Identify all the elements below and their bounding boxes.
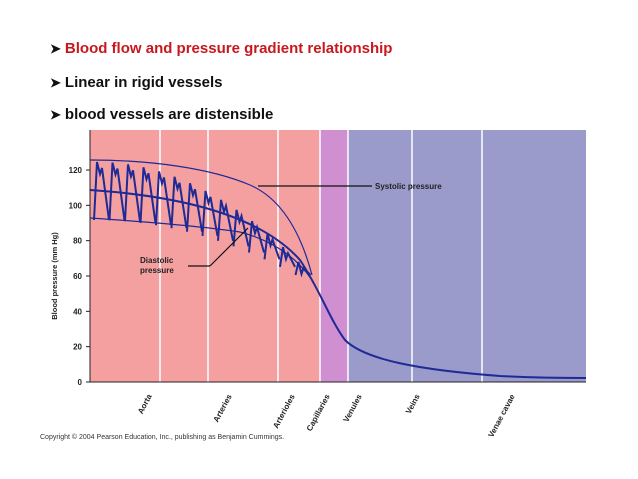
diastolic-label-line1: Diastolic (140, 256, 174, 265)
diastolic-label-line2: pressure (140, 266, 174, 275)
y-tick-label: 120 (69, 166, 83, 175)
category-label: Venae cavae (486, 392, 517, 439)
category-label: Arterioles (271, 392, 297, 430)
bullet-text: blood vessels are distensible (64, 106, 274, 123)
pulse-wave (186, 183, 203, 232)
systolic-envelope (89, 159, 313, 276)
category-label: Venules (342, 392, 364, 423)
y-tick-label: 80 (73, 237, 82, 246)
pulse-wave (93, 161, 110, 221)
pulse-wave (279, 246, 296, 268)
y-tick-label: 0 (78, 378, 83, 387)
pulse-wave (232, 209, 250, 247)
category-label: Veins (404, 392, 422, 415)
pulse-waves (93, 161, 312, 278)
pulse-wave (139, 167, 157, 224)
category-label: Capillaries (305, 392, 332, 432)
bullet-text: Linear in rigid vessels (64, 74, 223, 91)
y-axis-label: Blood pressure (mm Hg) (50, 232, 59, 320)
pulse-wave (217, 199, 234, 242)
axes (86, 130, 586, 383)
bullet-text: Blood flow and pressure gradient relatio… (64, 40, 393, 57)
category-label: Arteries (212, 392, 234, 423)
pulse-wave (248, 220, 265, 253)
mean-pressure-curve (89, 189, 587, 379)
y-tick-label: 20 (73, 343, 82, 352)
copyright-text: Copyright © 2004 Pearson Education, Inc.… (40, 434, 285, 441)
arrow-bullet-icon: ➤ (50, 75, 61, 90)
diastolic-leader-diag (209, 227, 249, 267)
capillary-region (320, 130, 348, 382)
bullet-distensible: ➤ blood vessels are distensible (50, 106, 273, 123)
y-tick-label: 40 (73, 307, 82, 316)
arrow-bullet-icon: ➤ (50, 107, 61, 122)
bullet-blood-flow: ➤ Blood flow and pressure gradient relati… (50, 40, 392, 57)
pressure-curves (89, 159, 587, 379)
pulse-wave (108, 162, 126, 221)
pulse-wave (155, 171, 172, 226)
category-label: Aorta (136, 392, 154, 415)
venous-region (348, 130, 586, 382)
diastolic-envelope (89, 217, 313, 281)
y-tick-label: 100 (69, 201, 83, 210)
pulse-wave (124, 164, 141, 222)
y-tick-label: 60 (73, 272, 82, 281)
bullet-linear-rigid: ➤ Linear in rigid vessels (50, 74, 222, 91)
systolic-label: Systolic pressure (375, 182, 442, 191)
pulse-wave (170, 176, 188, 229)
arrow-bullet-icon: ➤ (50, 41, 61, 56)
